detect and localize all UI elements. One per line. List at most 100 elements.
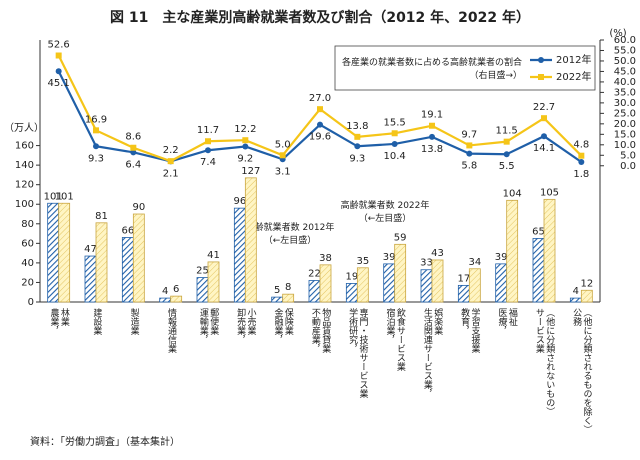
marker (391, 130, 398, 137)
y2-tick-label: 50.0 (614, 56, 636, 67)
marker (317, 121, 323, 128)
line-value-label: 19.1 (421, 110, 443, 121)
line-value-label: 11.7 (197, 125, 219, 136)
legend-title: 各産業の就業者数に占める高齢就業者の割合（右目盛→） (342, 56, 522, 81)
bar (457, 284, 470, 303)
y-tick-label: 20 (21, 277, 34, 288)
chart-title: 図 11 主な産業別高齢就業者数及び割合（2012 年、2022 年） (110, 9, 530, 26)
marker (130, 149, 137, 156)
bar-value-label: 12 (580, 278, 593, 289)
y2-tick-label: 15.0 (614, 129, 636, 140)
x-tick-label: 建設業 (91, 308, 102, 335)
bar (271, 296, 284, 303)
y-axis-label: （万人） (4, 122, 44, 134)
bar-value-label: 65 (532, 226, 545, 237)
x-tick-label: 農業， 林業 (48, 308, 69, 335)
marker (429, 133, 435, 140)
x-tick-label: 学術研究， 専門・技術サービス業 (347, 308, 368, 398)
x-tick-label: 宿泊業， 飲食サービス業 (384, 308, 405, 371)
bar-value-label: 43 (431, 248, 444, 259)
x-tick-label: 生活関連サービス業， 娯楽業 (421, 308, 443, 398)
bar-value-label: 6 (173, 284, 179, 295)
bar-value-label: 127 (241, 166, 260, 177)
line-value-label: 2.2 (163, 145, 179, 156)
line-value-label: 22.7 (533, 102, 555, 113)
y2-tick-label: 55.0 (614, 45, 636, 56)
line-value-label: 19.6 (309, 132, 331, 143)
line-value-label: 3.1 (275, 166, 291, 177)
bar (121, 237, 134, 303)
bar (308, 280, 321, 303)
bar (319, 264, 332, 303)
bar (84, 255, 97, 303)
y2-tick-label: 20.0 (614, 119, 636, 130)
line-value-label: 6.4 (125, 159, 141, 170)
line-value-label: 4.8 (573, 140, 589, 151)
y2-tick-label: 30.0 (614, 98, 636, 109)
bar (47, 202, 60, 303)
line-value-label: 9.3 (349, 153, 365, 164)
line-value-label: 2.1 (163, 168, 179, 179)
line-value-label: 8.6 (125, 132, 141, 143)
bar-value-label: 90 (132, 202, 145, 213)
y-tick-label: 140 (15, 160, 34, 171)
bar-value-label: 5 (274, 285, 280, 296)
marker (242, 137, 249, 144)
line-value-label: 13.8 (421, 144, 443, 155)
legend-label: 2022年 (556, 70, 591, 83)
bar-value-label: 41 (207, 250, 220, 261)
line-value-label: 9.7 (461, 129, 477, 140)
line-value-label: 12.2 (234, 124, 256, 135)
bar-value-label: 4 (573, 286, 579, 297)
y-tick-label: 80 (21, 219, 34, 230)
line-value-label: 27.0 (309, 93, 331, 104)
bar (468, 268, 481, 303)
marker (93, 127, 99, 134)
line-value-label: 45.1 (48, 78, 70, 89)
bar-value-label: 25 (196, 266, 209, 277)
y2-tick-label: 60.0 (614, 35, 636, 46)
bar-value-label: 17 (457, 273, 470, 284)
x-tick-label: サービス業 （他に分類されないもの） (533, 308, 555, 416)
bar (282, 293, 295, 303)
bar (394, 243, 407, 303)
bar (431, 259, 444, 303)
line-value-label: 9.2 (237, 153, 253, 164)
bar-value-label: 38 (319, 253, 332, 264)
line-value-label: 52.6 (48, 40, 70, 51)
bar (244, 177, 257, 303)
marker (317, 106, 323, 113)
bar (420, 269, 433, 303)
line-value-label: 1.8 (573, 169, 589, 180)
marker (242, 143, 249, 150)
marker (391, 140, 398, 147)
marker (205, 138, 211, 145)
y2-tick-label: 0.0 (620, 161, 636, 172)
bar-value-label: 66 (121, 225, 134, 236)
line-value-label: 7.4 (200, 157, 216, 168)
y-tick-label: 40 (21, 258, 34, 269)
x-tick-label: 情報通信業 (166, 308, 176, 353)
marker (578, 158, 585, 165)
bar-value-label: 19 (345, 271, 358, 282)
bar (495, 263, 508, 303)
bar (569, 297, 582, 303)
bar (383, 263, 396, 303)
line-value-label: 5.5 (499, 161, 515, 172)
bar (196, 277, 209, 303)
bar (356, 267, 369, 303)
bar-value-label: 59 (394, 232, 407, 243)
source-note: 資料：「労働力調査」（基本集計） (30, 435, 180, 448)
bar (132, 213, 145, 303)
bar (159, 297, 172, 303)
line-value-label: 14.1 (533, 143, 555, 154)
marker (55, 68, 62, 75)
legend-marker (538, 57, 544, 63)
bar-value-label: 39 (383, 252, 396, 263)
line-value-label: 11.5 (496, 126, 518, 137)
marker (55, 52, 62, 59)
legend-box (334, 45, 596, 91)
marker (93, 143, 99, 150)
marker (130, 144, 137, 151)
